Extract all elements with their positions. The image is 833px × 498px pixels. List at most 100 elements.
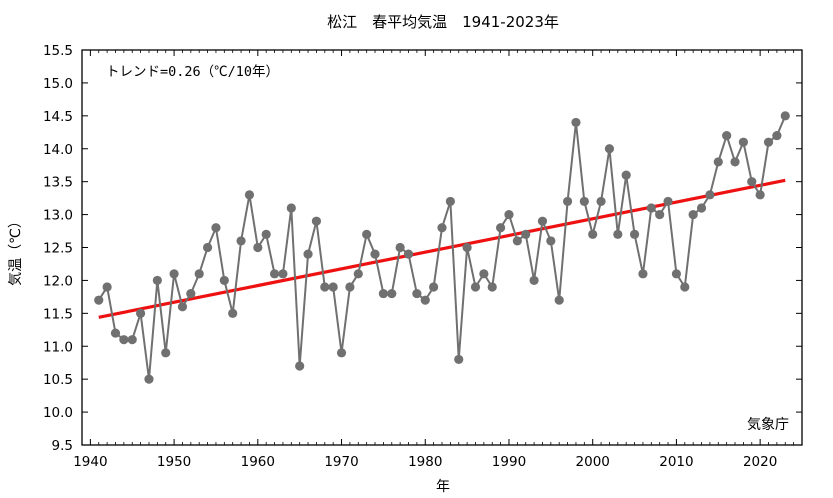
data-point — [755, 190, 765, 200]
x-tick-label: 2010 — [659, 454, 693, 470]
data-point — [579, 196, 589, 207]
data-point — [295, 361, 305, 371]
x-tick-label: 1990 — [492, 454, 526, 470]
axes: 9.5 10.0 10.5 11.0 11.5 12.0 12.5 13.0 13.5 14.0 1… — [43, 43, 803, 470]
x-tick-label: 1970 — [324, 454, 358, 470]
data-point — [629, 229, 640, 239]
data-point — [345, 282, 355, 292]
series-group — [94, 111, 790, 384]
data-point — [127, 335, 137, 345]
y-tick-label: 14.0 — [43, 142, 73, 158]
data-point — [562, 196, 573, 207]
data-point — [211, 223, 221, 233]
data-point — [395, 242, 405, 253]
data-point — [588, 229, 598, 239]
data-point — [512, 236, 522, 246]
data-point — [688, 209, 698, 220]
data-point — [253, 242, 263, 253]
y-tick-label: 15.0 — [43, 76, 73, 92]
data-point — [705, 190, 715, 200]
data-point — [194, 269, 204, 279]
data-point — [186, 288, 196, 299]
data-point — [370, 249, 380, 259]
data-point — [110, 328, 121, 338]
data-point — [161, 348, 171, 358]
data-point — [521, 229, 531, 239]
data-point — [772, 130, 782, 141]
y-tick-label: 12.5 — [43, 241, 73, 257]
data-point — [713, 157, 723, 167]
data-point — [303, 249, 313, 259]
data-point — [780, 111, 790, 121]
data-point — [663, 196, 673, 207]
y-tick-label: 9.5 — [52, 438, 73, 454]
data-point — [646, 203, 656, 213]
data-point — [496, 223, 506, 233]
data-point — [621, 170, 631, 180]
data-point — [479, 269, 489, 279]
data-point — [655, 209, 665, 220]
data-point — [228, 308, 238, 318]
data-point — [261, 229, 271, 239]
data-point — [420, 295, 430, 305]
data-point — [696, 203, 707, 213]
data-point — [613, 229, 623, 239]
trend-line — [98, 178, 786, 319]
data-point — [387, 288, 397, 299]
y-tick-label: 12.0 — [43, 273, 73, 289]
data-point — [529, 275, 539, 286]
data-point — [102, 282, 112, 292]
data-point — [596, 196, 606, 207]
data-point — [638, 269, 648, 279]
data-point — [537, 216, 548, 226]
data-point — [236, 236, 246, 246]
data-point — [680, 282, 690, 292]
data-point — [454, 354, 464, 365]
y-tick-label: 10.5 — [43, 372, 73, 388]
y-tick-label: 13.0 — [43, 208, 73, 224]
data-point — [462, 242, 472, 253]
data-point — [763, 137, 774, 147]
data-point — [328, 282, 338, 292]
data-point — [152, 275, 162, 286]
data-point — [136, 308, 146, 318]
y-tick-label: 13.5 — [43, 175, 73, 191]
data-point — [722, 130, 732, 141]
data-point — [353, 269, 363, 279]
data-point — [604, 144, 615, 154]
data-point — [429, 282, 439, 292]
source-label: 気象庁 — [747, 417, 789, 433]
data-point — [169, 269, 179, 279]
data-point — [747, 177, 757, 187]
data-point — [437, 223, 447, 233]
data-point — [487, 282, 497, 292]
data-point — [336, 348, 347, 358]
data-point — [311, 216, 322, 226]
data-point — [571, 117, 581, 128]
x-tick-label: 2000 — [576, 454, 610, 470]
data-point — [286, 203, 296, 213]
x-tick-label: 1960 — [241, 454, 275, 470]
data-point — [202, 242, 213, 253]
y-tick-label: 10.0 — [43, 405, 73, 421]
data-point — [244, 190, 255, 200]
y-tick-label: 11.5 — [43, 306, 73, 322]
data-point — [144, 374, 154, 384]
data-point — [671, 269, 682, 279]
data-point — [504, 209, 514, 220]
data-point — [730, 157, 740, 167]
x-tick-label: 2020 — [743, 454, 777, 470]
data-point — [219, 275, 229, 286]
data-point — [546, 236, 556, 246]
x-tick-label: 1950 — [157, 454, 191, 470]
data-point — [403, 249, 414, 259]
y-tick-label: 14.5 — [43, 109, 73, 125]
data-point — [554, 295, 564, 305]
data-point — [177, 302, 188, 312]
data-point — [470, 282, 481, 292]
data-point — [320, 282, 330, 292]
data-point — [738, 137, 748, 147]
y-tick-label: 11.0 — [43, 339, 73, 355]
data-point — [362, 229, 372, 239]
